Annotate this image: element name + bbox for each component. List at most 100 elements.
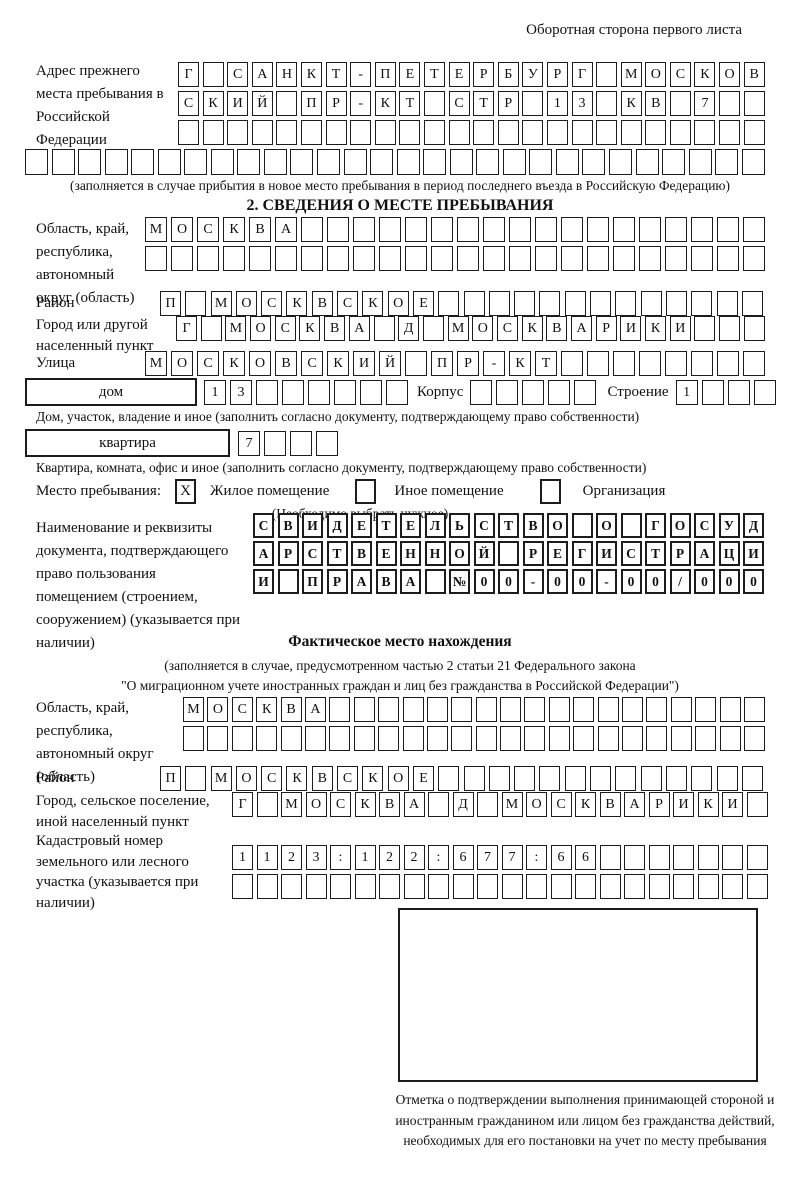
char-cell [379,217,401,242]
char-cell [227,120,249,145]
char-cell: А [351,569,372,594]
char-cell [741,766,763,791]
apartment-row: квартира 7 [25,429,338,457]
region-row-2 [145,246,765,271]
char-cell: О [305,792,327,817]
prev-address-footnote: (заполняется в случае прибытия в новое м… [69,178,731,193]
char-cell [599,874,621,899]
char-cell [741,291,763,316]
actual-region-row-2 [183,726,765,751]
char-cell [719,91,741,116]
char-cell [353,217,375,242]
char-cell: М [145,351,167,376]
char-cell: В [311,291,333,316]
char-cell [476,149,500,175]
char-cell [717,217,739,242]
char-cell: Т [399,91,421,116]
char-cell [426,726,448,751]
char-cell: С [694,513,715,538]
char-cell: Е [412,766,434,791]
char-cell [716,766,738,791]
char-cell [304,726,326,751]
char-cell [232,874,253,899]
char-cell: В [351,541,372,566]
char-cell [25,149,48,175]
char-cell [727,379,750,405]
char-cell [546,120,568,145]
char-cell: С [197,217,219,242]
char-cell: Т [645,541,666,566]
char-cell [438,291,460,316]
char-cell: Д [398,316,420,341]
char-cell: О [596,513,617,538]
char-cell [282,379,304,405]
char-cell: А [571,316,592,341]
char-cell [379,246,401,271]
city-label: Город или другой населенный пункт [36,317,154,354]
char-cell: О [250,316,272,341]
char-cell [524,726,546,751]
char-cell [743,246,765,271]
prev-address-row-3 [178,120,765,145]
char-cell: П [374,62,396,87]
char-cell: М [501,792,523,817]
char-cell [317,149,341,175]
stay-type-label: Место пребывания: [36,483,161,499]
char-cell [457,246,479,271]
char-cell: В [311,766,333,791]
char-cell: В [645,91,667,116]
char-cell [691,217,713,242]
char-cell [249,246,271,271]
char-cell [573,697,595,722]
char-cell [746,874,768,899]
char-cell [669,120,691,145]
char-cell [171,246,193,271]
char-cell: О [669,513,691,538]
char-cell [500,726,522,751]
char-cell: Н [400,541,421,566]
char-cell [688,149,712,175]
char-cell [325,120,347,145]
char-cell: О [547,513,568,538]
char-cell [550,874,572,899]
char-cell [431,217,453,242]
char-cell [622,726,644,751]
char-cell [548,726,570,751]
char-cell [329,726,351,751]
char-cell [529,149,553,175]
char-cell [613,246,635,271]
char-cell: И [253,569,274,594]
char-cell [497,120,519,145]
char-cell: 3 [230,379,252,405]
char-cell: П [302,569,323,594]
char-cell [275,246,297,271]
char-cell: А [400,569,421,594]
char-cell [522,120,544,145]
char-cell [185,766,207,791]
char-cell: Й [251,91,273,116]
char-cell [256,874,278,899]
char-cell [582,149,606,175]
char-cell: К [509,351,531,376]
prev-address-label: Адрес прежнего места пребывания в Россий… [36,63,164,148]
char-cell [648,845,670,870]
char-cell: Е [448,62,470,87]
char-cell [256,792,278,817]
char-cell: 2 [403,845,425,870]
char-cell [502,149,526,175]
char-cell: П [300,91,322,116]
char-cell [157,149,181,175]
char-cell [719,697,741,722]
actual-location-note-2: "О миграционном учете иностранных гражда… [121,678,679,693]
char-cell: Т [535,351,557,376]
char-cell: С [330,792,351,817]
district-label: Район [36,295,75,311]
char-cell: Е [412,291,434,316]
char-cell: Е [547,541,568,566]
char-cell [564,766,586,791]
char-cell: К [374,91,396,116]
